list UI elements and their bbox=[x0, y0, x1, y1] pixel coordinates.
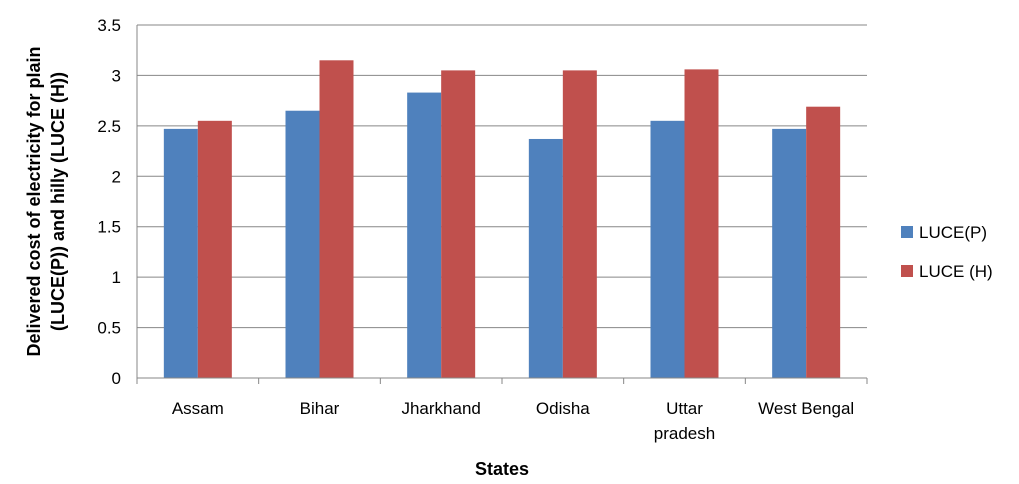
bars bbox=[163, 60, 841, 379]
bar-luce-p bbox=[407, 92, 442, 379]
x-tick-label: West Bengal bbox=[758, 399, 854, 418]
x-tick-label: Odisha bbox=[536, 399, 590, 418]
bar-luce-p bbox=[163, 128, 198, 378]
gridlines bbox=[137, 24, 867, 379]
legend-label: LUCE (H) bbox=[919, 262, 993, 281]
y-tick-label: 0.5 bbox=[97, 319, 121, 338]
legend-label: LUCE(P) bbox=[919, 223, 987, 242]
bar-luce-p bbox=[650, 120, 685, 379]
x-tick-label: Jharkhand bbox=[401, 399, 480, 418]
axes bbox=[136, 25, 868, 384]
legend-swatch bbox=[901, 226, 913, 238]
legend-swatch bbox=[901, 265, 913, 277]
x-tick-label: Bihar bbox=[300, 399, 340, 418]
y-tick-label: 2.5 bbox=[97, 117, 121, 136]
y-axis-ticks: 0 0.5 1 1.5 2 2.5 3 3.5 bbox=[97, 16, 121, 388]
x-tick-label: Uttar pradesh bbox=[654, 399, 715, 443]
bar-luce-p bbox=[772, 128, 807, 378]
bar-luce-p bbox=[285, 110, 320, 378]
y-tick-label: 1 bbox=[112, 268, 121, 287]
y-tick-label: 2 bbox=[112, 167, 121, 186]
bar-luce-h bbox=[562, 70, 597, 378]
x-tick-label: Assam bbox=[172, 399, 224, 418]
bar-luce-p bbox=[528, 138, 563, 378]
x-axis-ticks: Assam Bihar Jharkhand Odisha Uttar pradesh Wes… bbox=[172, 399, 854, 443]
x-axis-title: States bbox=[475, 459, 529, 479]
bar-luce-h bbox=[319, 60, 354, 379]
y-tick-label: 3 bbox=[112, 66, 121, 85]
y-tick-label: 1.5 bbox=[97, 218, 121, 237]
legend: LUCE(P) LUCE (H) bbox=[901, 223, 993, 281]
y-tick-label: 0 bbox=[112, 369, 121, 388]
bar-luce-h bbox=[197, 120, 232, 379]
bar-luce-h bbox=[806, 106, 841, 379]
y-tick-label: 3.5 bbox=[97, 16, 121, 35]
y-axis-title: Delivered cost of electricity for plain(… bbox=[24, 46, 68, 356]
bar-luce-h bbox=[684, 69, 719, 379]
bar-luce-h bbox=[441, 70, 476, 378]
